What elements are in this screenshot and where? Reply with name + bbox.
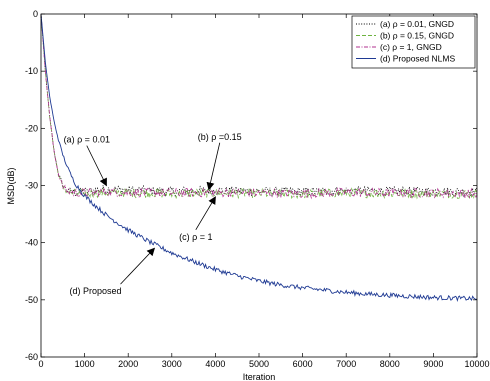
y-tick-label: -30 <box>25 181 38 191</box>
annotation-label-4: (d) Proposed <box>69 286 121 296</box>
legend-entry-2: (b) ρ = 0.15, GNGD <box>380 31 454 41</box>
annotation-label-1: (a) ρ = 0.01 <box>64 135 110 145</box>
y-tick-label: -50 <box>25 295 38 305</box>
x-axis-label: Iteration <box>243 372 276 381</box>
annotation-arrow-2 <box>206 142 221 191</box>
x-tick-label: 8000 <box>380 359 400 369</box>
y-tick-label: -40 <box>25 238 38 248</box>
plot-background <box>41 14 477 357</box>
legend-box <box>351 15 476 69</box>
legend-entry-4: (d) Proposed NLMS <box>380 54 455 64</box>
x-tick-label: 2000 <box>118 359 138 369</box>
x-tick-label: 5000 <box>249 359 269 369</box>
y-tick-label: 0 <box>33 9 38 19</box>
annotation-arrow-3 <box>195 196 216 231</box>
series-line-2 <box>40 13 478 200</box>
x-tick-label: 1000 <box>75 359 95 369</box>
annotation-layer: (a) ρ = 0.01 (b) ρ =0.15 (c) ρ = 1 (d) Prop… <box>64 132 242 296</box>
annotation-arrow-1 <box>86 145 107 187</box>
tick-layer: 0 1000 2000 3000 4000 5000 6000 7000 8000 9000 100… <box>25 9 490 369</box>
annotation-label-2: (b) ρ =0.15 <box>198 132 242 142</box>
series-layer <box>40 13 478 302</box>
annotation-label-3: (c) ρ = 1 <box>179 232 212 242</box>
x-tick-label: 4000 <box>205 359 225 369</box>
y-axis-label: MSD(dB) <box>6 167 16 204</box>
y-tick-label: -10 <box>25 66 38 76</box>
legend-entry-3: (c) ρ = 1, GNGD <box>380 42 442 52</box>
y-tick-label: -60 <box>25 352 38 362</box>
x-tick-label: 6000 <box>293 359 313 369</box>
x-tick-label: 9000 <box>423 359 443 369</box>
series-line-3 <box>40 13 478 200</box>
legend-entry-1: (a) ρ = 0.01, GNGD <box>380 19 454 29</box>
series-line-4 <box>40 13 478 302</box>
annotation-arrow-4 <box>120 247 156 285</box>
x-tick-label: 7000 <box>336 359 356 369</box>
legend: (a) ρ = 0.01, GNGD (b) ρ = 0.15, GNGD(c) … <box>351 15 476 69</box>
x-tick-label: 0 <box>38 359 43 369</box>
x-tick-label: 3000 <box>162 359 182 369</box>
x-tick-label: 10000 <box>464 359 489 369</box>
y-tick-label: -20 <box>25 123 38 133</box>
